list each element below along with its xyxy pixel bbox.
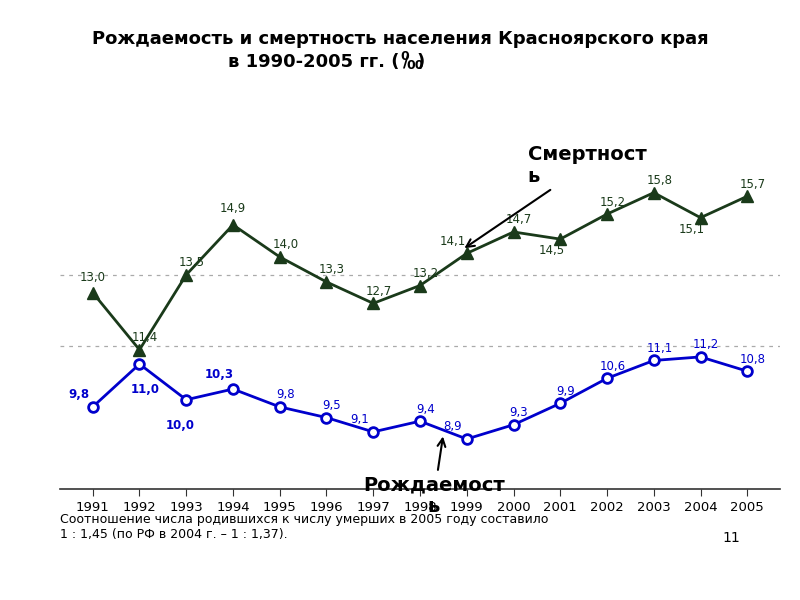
Text: 9,8: 9,8: [276, 388, 294, 401]
Text: 9,5: 9,5: [322, 399, 342, 412]
Text: Смертност
ь: Смертност ь: [466, 145, 646, 247]
Text: /: /: [403, 53, 410, 71]
Text: 13,3: 13,3: [319, 263, 345, 277]
Text: 11,1: 11,1: [646, 342, 673, 355]
Text: 14,1: 14,1: [440, 235, 466, 248]
Text: 15,7: 15,7: [740, 178, 766, 191]
Text: 10,6: 10,6: [599, 360, 626, 373]
Text: ): ): [417, 53, 425, 71]
Text: Соотношение числа родившихся к числу умерших в 2005 году составило
1 : 1,45 (по : Соотношение числа родившихся к числу уме…: [60, 513, 548, 541]
Text: 00: 00: [406, 59, 424, 72]
Text: 9,1: 9,1: [350, 413, 369, 427]
Text: 12,7: 12,7: [366, 285, 392, 298]
Text: 10,0: 10,0: [166, 419, 195, 432]
Text: 8,9: 8,9: [443, 421, 462, 433]
Text: 13,5: 13,5: [178, 256, 205, 269]
Text: Рождаемост
ь: Рождаемост ь: [363, 439, 505, 517]
Text: 10,3: 10,3: [205, 368, 234, 381]
Text: 14,7: 14,7: [506, 214, 532, 226]
Text: 10,8: 10,8: [740, 353, 766, 365]
Text: 0: 0: [400, 50, 409, 64]
Text: 13,0: 13,0: [80, 271, 106, 284]
Text: 11,4: 11,4: [132, 331, 158, 344]
Text: 14,0: 14,0: [272, 238, 298, 251]
Text: 11,2: 11,2: [693, 338, 719, 352]
Text: 15,2: 15,2: [599, 196, 626, 209]
Text: 15,8: 15,8: [646, 174, 672, 187]
Text: Рождаемость и смертность населения Красноярского края: Рождаемость и смертность населения Красн…: [92, 30, 708, 48]
Text: 9,3: 9,3: [510, 406, 528, 419]
Text: 9,9: 9,9: [557, 385, 575, 398]
Text: 14,9: 14,9: [220, 202, 246, 215]
Text: 14,5: 14,5: [539, 244, 565, 257]
Text: 9,4: 9,4: [416, 403, 435, 416]
Text: 13,2: 13,2: [413, 267, 438, 280]
Text: 11: 11: [722, 531, 740, 545]
Text: 11,0: 11,0: [130, 383, 159, 397]
Text: 9,8: 9,8: [68, 388, 90, 401]
Text: 15,1: 15,1: [679, 223, 706, 236]
Text: в 1990-2005 гг. (: в 1990-2005 гг. (: [229, 53, 400, 71]
